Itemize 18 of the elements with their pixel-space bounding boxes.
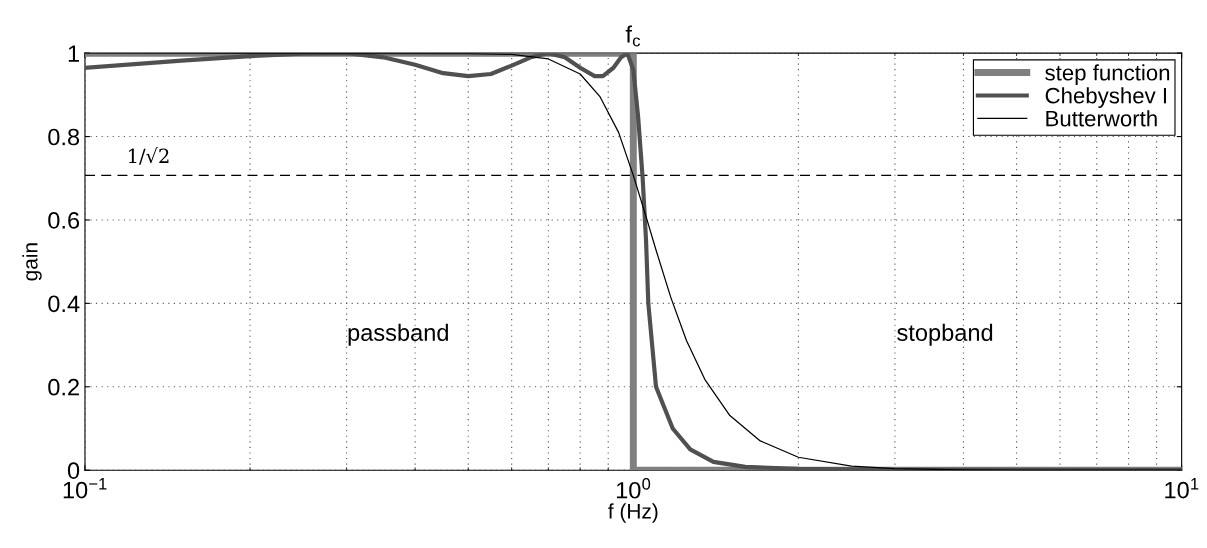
x-tick-label: 10$^{−1}$ — [63, 478, 107, 499]
annotation: f$_{c}$ — [625, 25, 641, 47]
y-tick-label: 0.4 — [48, 295, 80, 313]
annotation: stopband — [897, 323, 993, 346]
y-tick-label: 0.6 — [48, 212, 80, 229]
y-axis-title: gain — [22, 243, 42, 281]
legend-label: Chebyshev I — [1045, 87, 1167, 108]
x-tick-label: 10$^{1}$ — [1165, 478, 1199, 499]
x-axis-title: f (Hz) — [608, 503, 658, 523]
legend-label: Butterworth — [1046, 110, 1157, 127]
y-tick-label: 1 — [68, 45, 79, 62]
y-tick-label: 0.2 — [48, 378, 79, 396]
y-tick-label: 0 — [67, 462, 80, 479]
annotation: passband — [348, 323, 448, 346]
legend-label: step function — [1045, 64, 1170, 85]
ref-line-label: 1/√2 — [129, 147, 169, 165]
x-tick-label: 10$^{0}$ — [616, 478, 651, 499]
y-tick-label: 0.8 — [48, 128, 80, 146]
